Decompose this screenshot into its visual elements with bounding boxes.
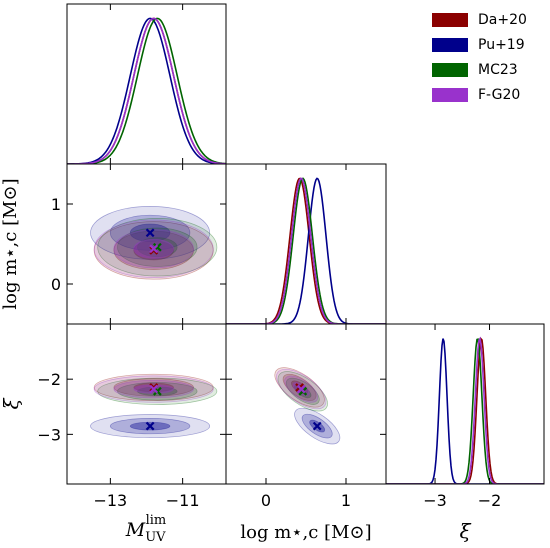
x-axis-label-muv: MUVlim xyxy=(125,513,166,545)
marginal-panel xyxy=(67,17,226,164)
axis-labels-layer: −13 −11 0 1 −3 −2 0 1 −3 −2 MUVlim log m⋆,c [M⊙] ξ lo… xyxy=(0,178,501,545)
marginal-curve-mc23 xyxy=(226,177,386,324)
y-tick-label: 0 xyxy=(51,275,61,294)
legend-swatch xyxy=(432,87,468,102)
contour-panel xyxy=(90,373,218,439)
x-tick-label: −3 xyxy=(423,491,447,510)
legend-item: F-G20 xyxy=(432,83,527,106)
ticks-layer xyxy=(67,4,491,484)
marginal-curve-mc23 xyxy=(386,338,544,484)
marginal-curve-da-20 xyxy=(386,337,544,484)
best-fit-marker xyxy=(296,384,306,394)
x-tick-label: 1 xyxy=(341,491,351,510)
x-tick-label: 0 xyxy=(261,491,271,510)
legend-swatch xyxy=(432,12,468,27)
legend-label: MC23 xyxy=(478,61,518,78)
y-tick-label: 1 xyxy=(51,195,61,214)
marginal-curve-f-g20 xyxy=(386,336,544,484)
best-fit-marker xyxy=(145,421,155,431)
y-axis-label-xi: ξ xyxy=(0,398,23,410)
legend-swatch xyxy=(432,37,468,52)
y-axis-label-mstar: log m⋆,c [M⊙] xyxy=(0,178,21,309)
panel-frame xyxy=(385,323,545,485)
marginal-curve-f-g20 xyxy=(67,17,226,164)
legend-item: Pu+19 xyxy=(432,33,527,56)
best-fit-marker xyxy=(149,244,159,254)
x-tick-label: −2 xyxy=(478,491,502,510)
marginal-curve-pu-19 xyxy=(386,338,544,484)
best-fit-marker xyxy=(312,421,322,431)
marginal-curve-da-20 xyxy=(226,177,386,324)
legend-label: Da+20 xyxy=(478,11,527,28)
legend-label: F-G20 xyxy=(478,86,521,103)
contour-panel xyxy=(90,206,218,280)
marginal-curve-f-g20 xyxy=(226,177,386,324)
marginal-panel xyxy=(226,177,386,324)
legend-item: MC23 xyxy=(432,58,527,81)
panels-layer xyxy=(66,3,545,485)
marginal-curve-pu-19 xyxy=(226,177,386,324)
contour-panel xyxy=(274,367,341,445)
legend-label: Pu+19 xyxy=(478,36,525,53)
legend-swatch xyxy=(432,62,468,77)
marginal-curve-pu-19 xyxy=(67,17,226,164)
legend-item: Da+20 xyxy=(432,8,527,31)
marginal-curve-mc23 xyxy=(67,17,226,164)
x-axis-label-mstar: log m⋆,c [M⊙] xyxy=(240,522,371,543)
legend: Da+20 Pu+19 MC23 F-G20 xyxy=(432,8,527,108)
marginal-panel xyxy=(386,336,544,484)
best-fit-marker xyxy=(145,228,155,238)
x-tick-label: −11 xyxy=(166,491,200,510)
x-tick-label: −13 xyxy=(93,491,127,510)
y-tick-label: −2 xyxy=(37,370,61,389)
best-fit-marker xyxy=(149,384,159,394)
y-tick-label: −3 xyxy=(37,425,61,444)
x-axis-label-xi: ξ xyxy=(459,519,471,543)
